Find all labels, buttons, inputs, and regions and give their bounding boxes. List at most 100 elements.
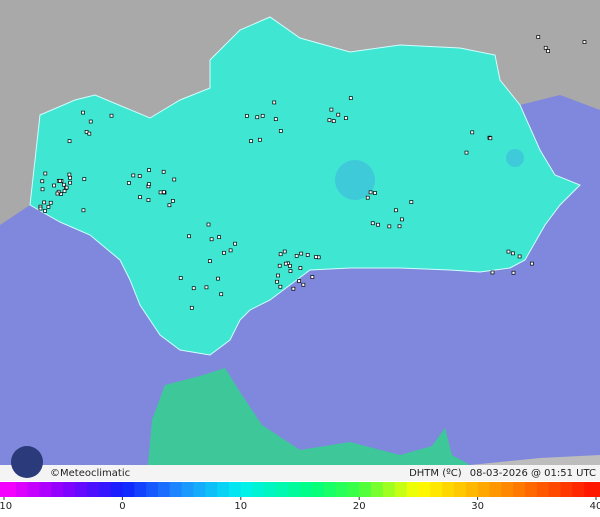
scale-block — [359, 482, 372, 497]
station — [275, 279, 279, 284]
scale-label: 0 — [119, 501, 125, 512]
station — [43, 209, 47, 213]
land-north — [0, 0, 600, 225]
station — [365, 195, 370, 200]
scale-block — [311, 482, 325, 497]
station — [249, 139, 253, 143]
station — [82, 177, 87, 181]
station — [131, 173, 136, 178]
scale-block — [300, 482, 313, 497]
station — [206, 222, 211, 227]
station — [409, 200, 414, 204]
station — [209, 237, 214, 242]
scale-block — [560, 482, 573, 497]
station — [517, 254, 522, 259]
scale-block — [193, 482, 206, 497]
scale-block — [169, 482, 183, 497]
timestamp: 08-03-2026 @ 01:51 UTC — [470, 468, 596, 479]
station — [464, 150, 469, 155]
scale-block — [122, 482, 135, 497]
scale-block — [240, 482, 254, 497]
station — [191, 286, 196, 291]
station — [511, 251, 515, 256]
station — [161, 169, 166, 174]
station — [297, 279, 301, 283]
station — [137, 174, 142, 178]
scale-label: 10 — [234, 501, 247, 512]
station — [158, 190, 163, 195]
variable: DHTM (ºC) — [409, 468, 462, 479]
station — [81, 208, 86, 213]
morocco — [148, 368, 470, 465]
cold-spot — [506, 149, 524, 167]
station — [170, 199, 175, 203]
scale-block — [75, 482, 88, 497]
scale-block — [453, 482, 467, 497]
scale-block — [27, 482, 41, 497]
station — [298, 266, 303, 270]
scale-block — [146, 482, 159, 497]
station — [546, 49, 550, 53]
station — [40, 179, 45, 184]
station — [48, 200, 53, 205]
station — [178, 276, 183, 280]
station — [217, 235, 221, 240]
station — [490, 270, 495, 275]
station — [288, 264, 292, 268]
scale-block — [228, 482, 242, 497]
scale-block — [134, 482, 147, 497]
station — [278, 129, 283, 133]
station — [291, 286, 296, 291]
station — [87, 131, 92, 136]
station — [277, 263, 282, 268]
station — [55, 191, 60, 196]
scale-block — [98, 482, 112, 497]
scale-label: 40 — [590, 501, 600, 512]
station — [58, 179, 62, 183]
station — [488, 136, 493, 141]
station — [43, 171, 48, 176]
station — [582, 40, 587, 44]
scale-block — [418, 482, 431, 497]
footer-bar — [0, 465, 600, 481]
station — [506, 249, 511, 254]
scale-block — [157, 482, 171, 497]
scale-block — [406, 482, 419, 497]
station — [299, 251, 304, 256]
station — [222, 250, 226, 255]
station — [344, 116, 348, 120]
station — [370, 221, 375, 226]
scale-block — [217, 482, 230, 497]
station — [68, 180, 72, 185]
scale-label: 20 — [353, 501, 366, 512]
land-south — [470, 455, 600, 465]
station — [348, 96, 353, 100]
station — [310, 275, 315, 279]
station — [233, 241, 237, 246]
station — [543, 45, 548, 50]
station — [46, 205, 51, 209]
station — [336, 112, 341, 117]
station — [138, 195, 142, 200]
station — [216, 276, 220, 281]
station — [376, 222, 380, 227]
station — [283, 261, 288, 266]
scale-block — [86, 482, 100, 497]
station — [62, 182, 66, 187]
station — [327, 118, 332, 123]
station — [207, 259, 212, 263]
scale-block — [430, 482, 443, 497]
station — [38, 206, 43, 211]
station — [260, 113, 265, 118]
scale-block — [51, 482, 64, 497]
caption: DHTM (ºC) 08-03-2026 @ 01:51 UTC — [409, 468, 596, 479]
scale-block — [288, 482, 301, 497]
station — [288, 269, 293, 273]
station — [272, 100, 277, 105]
station — [278, 284, 283, 289]
station — [62, 189, 67, 193]
station — [273, 117, 278, 121]
station — [368, 190, 373, 195]
station — [294, 254, 299, 258]
